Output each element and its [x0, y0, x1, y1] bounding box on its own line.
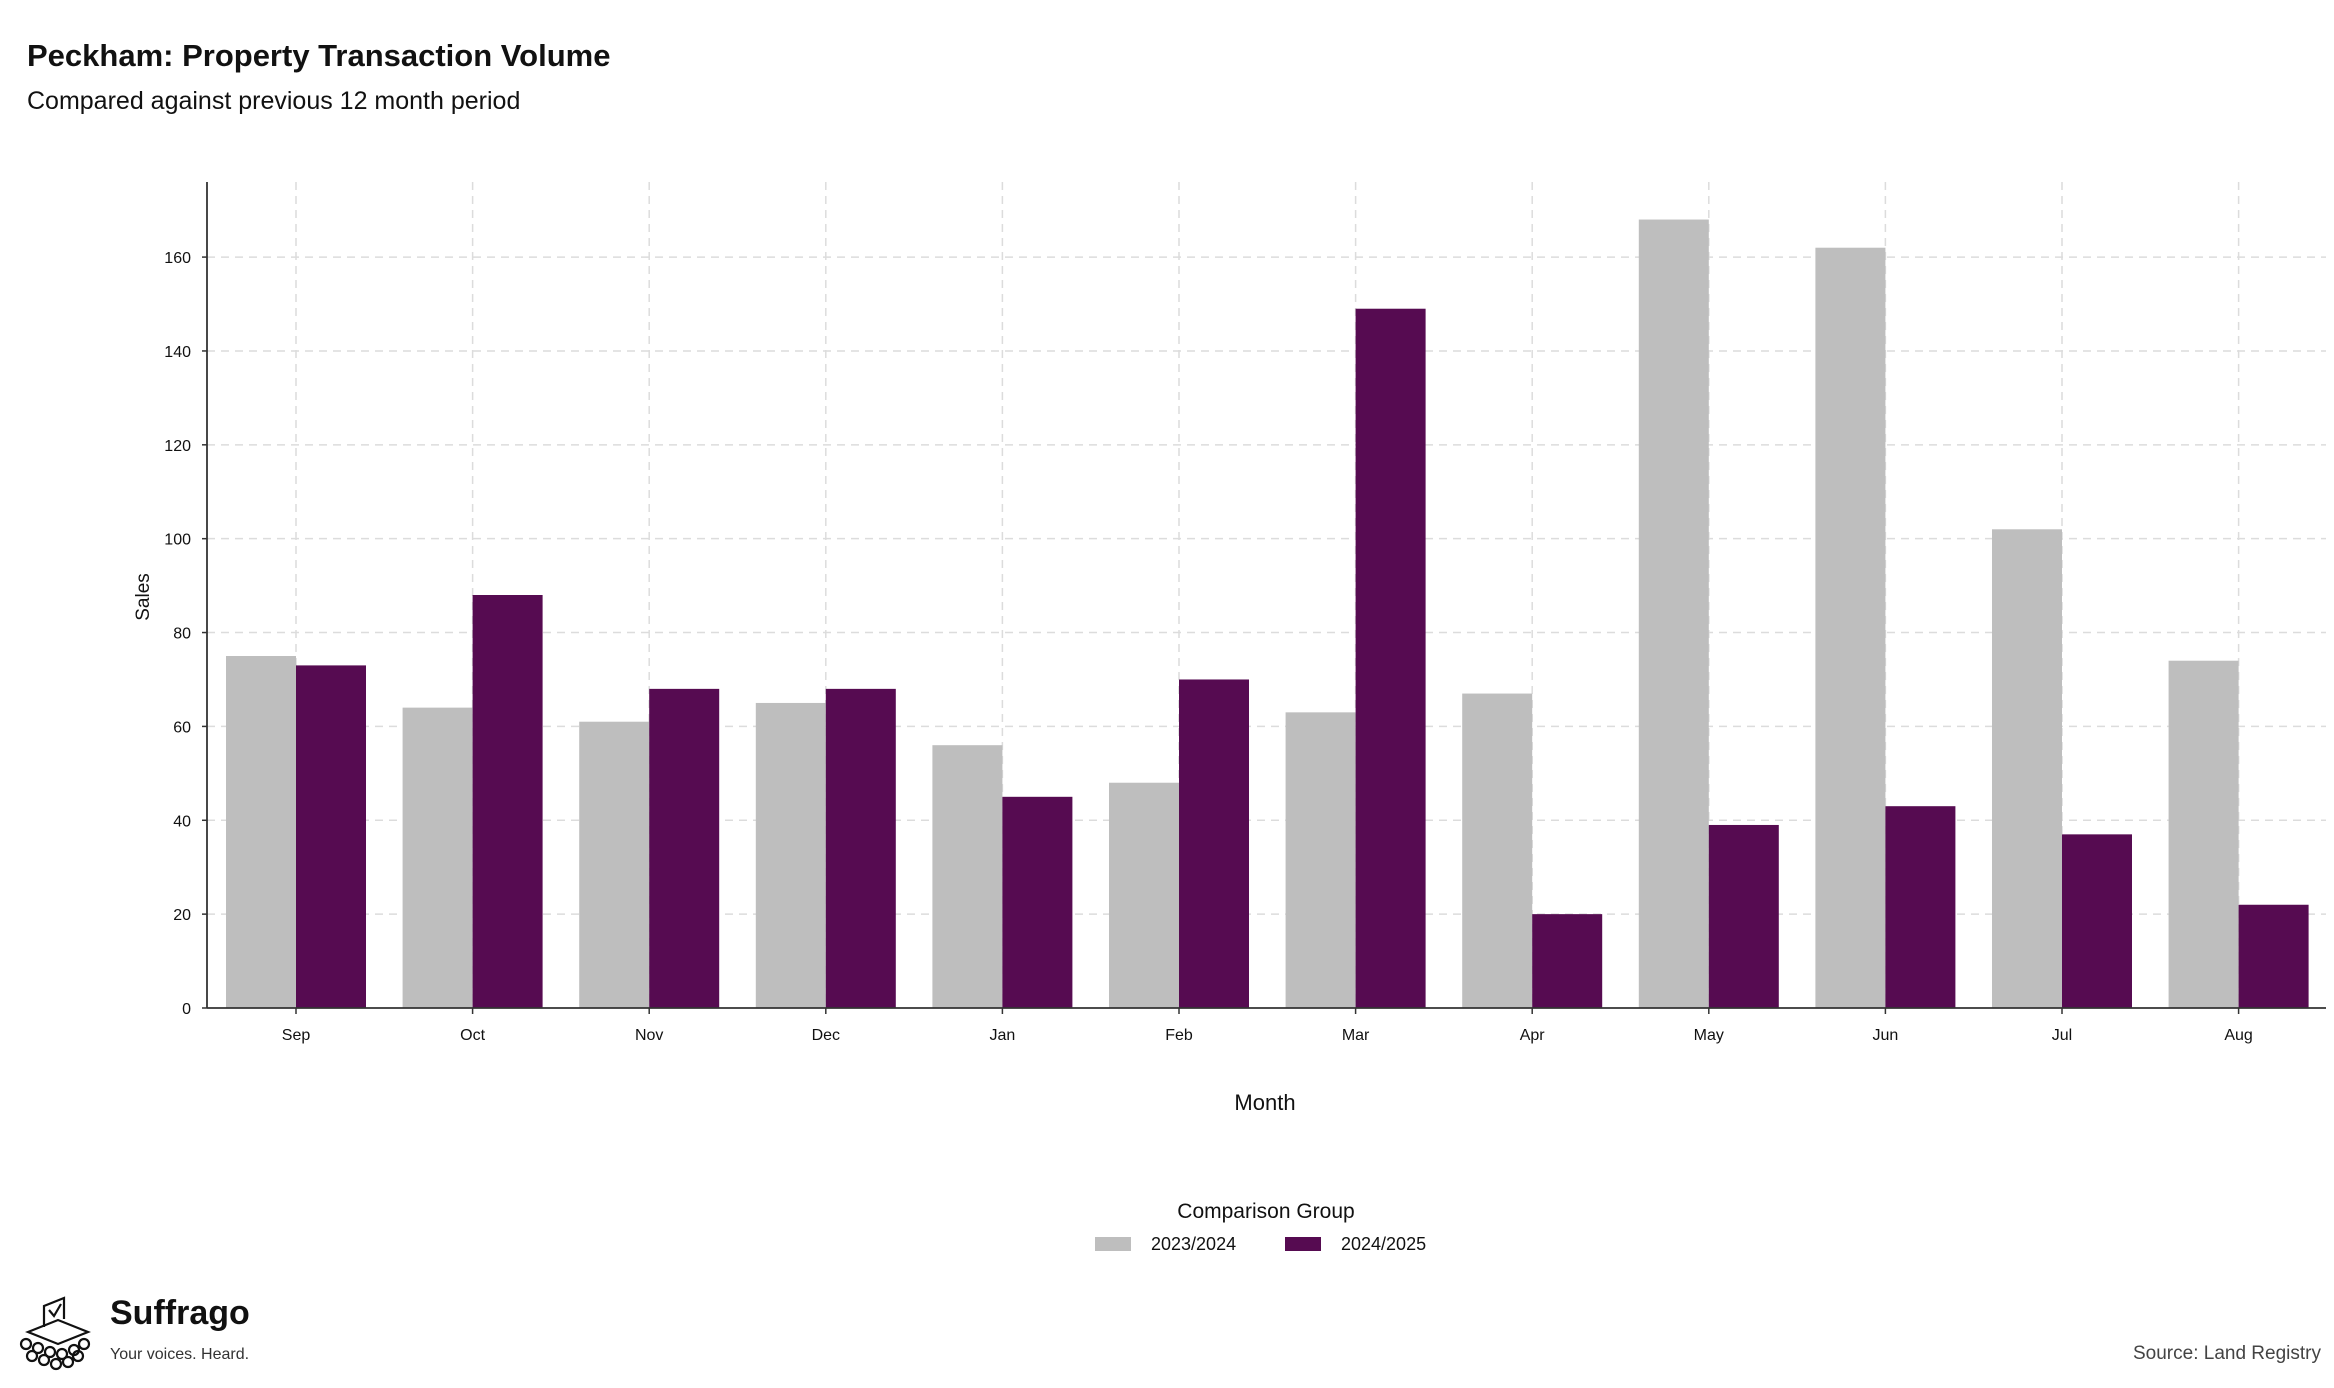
x-tick-label-nov: Nov: [635, 1027, 663, 1044]
x-tick-label-mar: Mar: [1342, 1027, 1370, 1044]
bar-nov-2023-2024: [579, 721, 650, 1008]
ballot-box-icon: [19, 1296, 91, 1371]
y-tick-label-40: 40: [173, 813, 191, 830]
bar-apr-2024-2025: [1532, 914, 1603, 1008]
brand-name: Suffrago: [110, 1294, 250, 1332]
bar-jul-2023-2024: [1992, 529, 2062, 1008]
x-tick-label-sep: Sep: [282, 1027, 311, 1044]
bar-may-2023-2024: [1638, 219, 1709, 1008]
legend-label-2023-2024: 2023/2024: [1151, 1233, 1237, 1254]
chart-subtitle: Compared against previous 12 month perio…: [27, 87, 521, 115]
y-axis-label: Sales: [133, 573, 154, 621]
bar-may-2024-2025: [1708, 824, 1779, 1008]
bar-mar-2023-2024: [1285, 712, 1356, 1008]
brand-tagline: Your voices. Heard.: [110, 1346, 250, 1363]
axes: [202, 182, 2326, 1014]
bar-oct-2023-2024: [402, 707, 473, 1008]
y-tick-label-0: 0: [182, 1001, 191, 1018]
tick-labels: 0 20 40 60 80 100 120 140 160 Sep Oct Nov Dec Jan Feb M…: [164, 250, 2253, 1044]
legend-swatch-2023-2024: [1095, 1237, 1131, 1251]
bar-jul-2024-2025: [2062, 834, 2132, 1008]
bar-oct-2024-2025: [472, 595, 543, 1008]
source-note: Source: Land Registry: [2133, 1343, 2321, 1364]
bar-sep-2023-2024: [226, 656, 296, 1008]
x-tick-label-jan: Jan: [990, 1027, 1016, 1044]
bar-dec-2024-2025: [825, 688, 896, 1008]
legend-label-2024-2025: 2024/2025: [1341, 1233, 1427, 1254]
y-tick-label-160: 160: [164, 250, 191, 267]
bar-sep-2024-2025: [296, 665, 366, 1008]
bar-aug-2023-2024: [2168, 660, 2239, 1008]
legend-item-2023-2024: 2023/2024: [1095, 1232, 1236, 1256]
y-tick-label-60: 60: [173, 719, 191, 736]
bar-feb-2024-2025: [1179, 679, 1249, 1008]
legend-item-2024-2025: 2024/2025: [1285, 1232, 1426, 1256]
y-tick-label-120: 120: [164, 438, 191, 455]
x-tick-label-jun: Jun: [1873, 1027, 1899, 1044]
x-tick-label-jul: Jul: [2052, 1027, 2072, 1044]
chart-title: Peckham: Property Transaction Volume: [27, 38, 611, 73]
bar-jan-2023-2024: [932, 745, 1003, 1008]
legend-swatch-2024-2025: [1285, 1237, 1321, 1251]
bar-jun-2024-2025: [1885, 806, 1956, 1008]
bar-feb-2023-2024: [1109, 782, 1179, 1008]
bar-mar-2024-2025: [1355, 308, 1426, 1008]
y-tick-label-80: 80: [173, 626, 191, 643]
y-tick-label-100: 100: [164, 532, 191, 549]
x-axis-label: Month: [1234, 1090, 1295, 1115]
x-tick-label-oct: Oct: [460, 1027, 485, 1044]
bar-jun-2023-2024: [1815, 247, 1886, 1009]
x-tick-label-feb: Feb: [1165, 1027, 1193, 1044]
bar-apr-2023-2024: [1462, 693, 1533, 1008]
x-tick-label-aug: Aug: [2224, 1027, 2252, 1044]
suffrago-logo: Suffrago Your voices. Heard.: [14, 1294, 254, 1374]
bars: [226, 219, 2309, 1009]
bar-dec-2023-2024: [755, 702, 826, 1008]
x-tick-label-dec: Dec: [812, 1027, 840, 1044]
x-tick-label-may: May: [1694, 1027, 1724, 1044]
bar-aug-2024-2025: [2238, 904, 2309, 1008]
legend-title: Comparison Group: [1177, 1200, 1355, 1223]
bar-jan-2024-2025: [1002, 796, 1073, 1008]
bar-nov-2024-2025: [649, 688, 720, 1008]
x-tick-label-apr: Apr: [1520, 1027, 1546, 1044]
y-tick-label-140: 140: [164, 344, 191, 361]
y-tick-label-20: 20: [173, 907, 191, 924]
